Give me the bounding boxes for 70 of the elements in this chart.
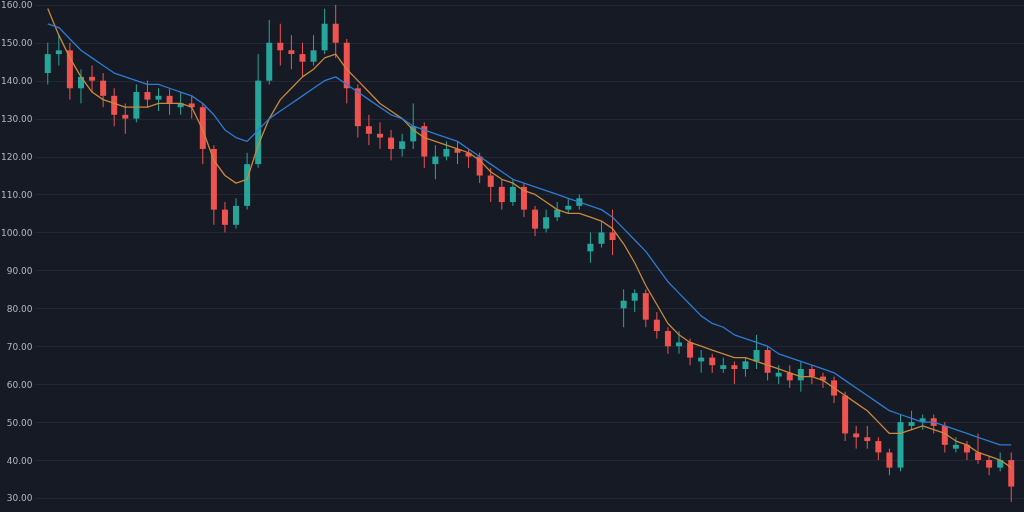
candlestick [288,34,295,70]
candlestick [587,231,594,264]
candlestick [753,334,760,370]
candlestick [277,23,284,66]
y-tick-label: 50.00 [6,417,33,428]
candlestick [487,167,494,203]
candlestick [543,209,550,233]
y-tick-label: 100.00 [1,227,33,238]
candlestick [166,87,173,116]
candlestick [908,410,915,431]
y-tick-label: 30.00 [6,493,33,504]
candlestick [709,353,716,374]
candlestick [443,140,450,161]
candlestick [609,209,616,256]
candlestick [365,114,372,146]
candlestick [742,357,749,378]
candlestick [310,34,317,66]
candlestick [155,87,162,112]
y-tick-label: 90.00 [6,265,33,276]
y-tick-label: 130.00 [1,114,33,125]
candlestick [975,432,982,465]
candlestick [376,121,383,150]
candlestick [886,448,893,476]
candlestick [55,34,62,66]
candlestick [831,376,838,404]
candlestick [631,288,638,313]
candlestick [89,64,96,93]
candlestick [808,364,815,385]
candlestick [188,95,195,120]
y-tick-label: 40.00 [6,455,33,466]
candlestick [941,421,948,453]
candlestick [853,425,860,450]
candlestick [498,178,505,211]
candlestick [509,178,516,207]
y-tick-label: 80.00 [6,303,33,314]
candlestick [775,364,782,385]
candlestick [520,182,527,218]
candlestick [875,436,882,461]
y-tick-label: 60.00 [6,379,33,390]
y-tick-label: 70.00 [6,341,33,352]
y-tick-label: 140.00 [1,76,33,87]
y-tick-label: 110.00 [1,189,33,200]
candlestick [664,326,671,355]
candlestick [432,144,439,180]
candlestick [388,129,395,161]
candlestick [764,345,771,381]
candlestick [997,451,1004,472]
y-tick-label: 150.00 [1,38,33,49]
candlestick [399,133,406,158]
candlestick [100,72,107,108]
candlestick [687,338,694,366]
candlestick [532,205,539,237]
candlestick [952,436,959,453]
y-tick-label: 120.00 [1,152,33,163]
candlestick [332,4,339,59]
candlestick [122,102,129,135]
candlestick [111,87,118,127]
candlestick [620,288,627,328]
candlestick [731,360,738,385]
candlestick [864,425,871,450]
candlestick [598,220,605,249]
candlestick [221,201,228,233]
candlestick [144,80,151,108]
candlestick [44,42,51,85]
candlestick [233,197,240,230]
candlestick [653,311,660,340]
candlestick [299,42,306,78]
candlestick [676,330,683,355]
candlestick [986,455,993,476]
y-tick-label: 160.00 [1,0,33,11]
